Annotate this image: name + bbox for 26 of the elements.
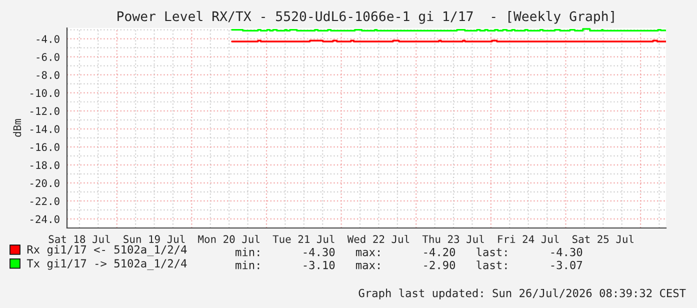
x-tick-label: Thu 23 Jul	[422, 234, 484, 244]
y-tick-label: -6.0	[36, 53, 60, 61]
x-tick-label: Fri 24 Jul	[498, 234, 559, 244]
y-tick-label: -18.0	[30, 161, 60, 170]
y-tick-label: -14.0	[30, 125, 60, 134]
x-tick-label: Mon 20 Jul	[198, 234, 260, 244]
y-axis-title: dBm	[13, 119, 22, 137]
x-tick-label: Sat 25 Jul	[572, 234, 634, 244]
x-tick-label: Sat 18 Jul	[48, 234, 110, 244]
y-tick-label: -12.0	[30, 107, 60, 116]
text: min: -4.30 max: -4.20 last: -4.30	[236, 248, 582, 256]
legend-label: Rx gi1/17 <- 5102a_1/2/4	[27, 245, 187, 256]
x-tick-label: Tue 21 Jul	[272, 234, 334, 244]
y-tick-label: -20.0	[30, 179, 60, 188]
y-tick-label: -24.0	[30, 215, 60, 224]
text: Graph last updated: Sun 26/Jul/2026 08:39:32 CEST	[358, 288, 686, 300]
text: min: -3.10 max: -2.90 last: -3.07	[236, 260, 582, 270]
chart-title: Power Level RX/TX - 5520-UdL6-1066e-1 gi 1/17 - [Weekly Graph]	[118, 10, 614, 24]
legend-label: Tx gi1/17 -> 5102a_1/2/4	[26, 258, 187, 270]
y-tick-label: -8.0	[36, 71, 60, 79]
x-tick-label: Sun 19 Jul	[124, 234, 185, 244]
y-tick-label: -4.0	[36, 35, 60, 43]
y-tick-label: -22.0	[30, 197, 60, 206]
x-tick-label: Wed 22 Jul	[347, 234, 410, 244]
y-tick-label: -10.0	[30, 89, 60, 97]
y-tick-label: -16.0	[30, 143, 60, 152]
